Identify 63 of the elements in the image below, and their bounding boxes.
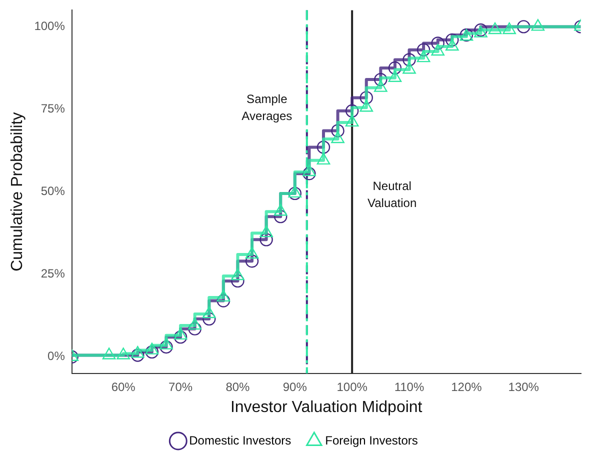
point (360, 91, 373, 104)
legend-label: Foreign Investors (325, 433, 418, 448)
point (360, 100, 374, 112)
point (231, 268, 244, 280)
point (416, 50, 430, 62)
y-tick-label: 75% (40, 102, 66, 116)
y-axis-title: Cumulative Probability (9, 112, 26, 272)
point (188, 318, 202, 330)
point (216, 290, 230, 302)
point (488, 22, 502, 34)
y-tick-label: 25% (40, 266, 66, 281)
point (345, 104, 359, 118)
y-tick-label: 0% (48, 349, 66, 364)
y-tick-label: 100% (34, 19, 66, 34)
point (388, 61, 402, 75)
point (446, 33, 459, 47)
x-tick-label: 70% (168, 380, 193, 394)
ref-line-label: Sample Averages (242, 92, 292, 124)
point (302, 164, 316, 176)
point (388, 70, 402, 82)
legend-label: Domestic Investors (189, 433, 292, 448)
point (174, 328, 188, 340)
point (316, 152, 330, 165)
point (160, 338, 173, 350)
point (474, 26, 488, 38)
point (216, 294, 230, 308)
point (145, 342, 159, 354)
ref-line-label: Neutral Valuation (368, 179, 417, 210)
point (260, 225, 273, 238)
point (302, 167, 316, 180)
point (116, 348, 130, 360)
x-tick-label: 100% (336, 380, 368, 394)
point (274, 204, 288, 216)
x-tick-label: 130% (508, 380, 540, 394)
point (288, 186, 302, 198)
x-tick-label: 120% (451, 380, 482, 394)
x-tick-label: 90% (282, 380, 308, 394)
point (202, 306, 216, 318)
point (531, 19, 545, 31)
x-tick-label: 110% (394, 380, 424, 394)
point (402, 62, 416, 74)
point (130, 346, 144, 358)
point (331, 131, 344, 144)
point (288, 186, 302, 200)
y-tick-label: 50% (40, 184, 66, 198)
x-tick-label: 80% (226, 380, 250, 394)
point (402, 53, 416, 66)
point (416, 43, 430, 56)
point (245, 246, 259, 259)
point (431, 36, 444, 50)
point (345, 114, 359, 127)
point (431, 44, 445, 56)
point (102, 348, 116, 360)
point (260, 233, 273, 246)
point (316, 140, 330, 154)
point (331, 124, 344, 138)
point (374, 72, 388, 86)
point (445, 38, 459, 51)
point (374, 80, 388, 92)
point (502, 22, 516, 34)
x-tick-label: 60% (111, 380, 136, 394)
x-axis-title: Investor Valuation Midpoint (230, 398, 423, 416)
point (517, 20, 530, 34)
